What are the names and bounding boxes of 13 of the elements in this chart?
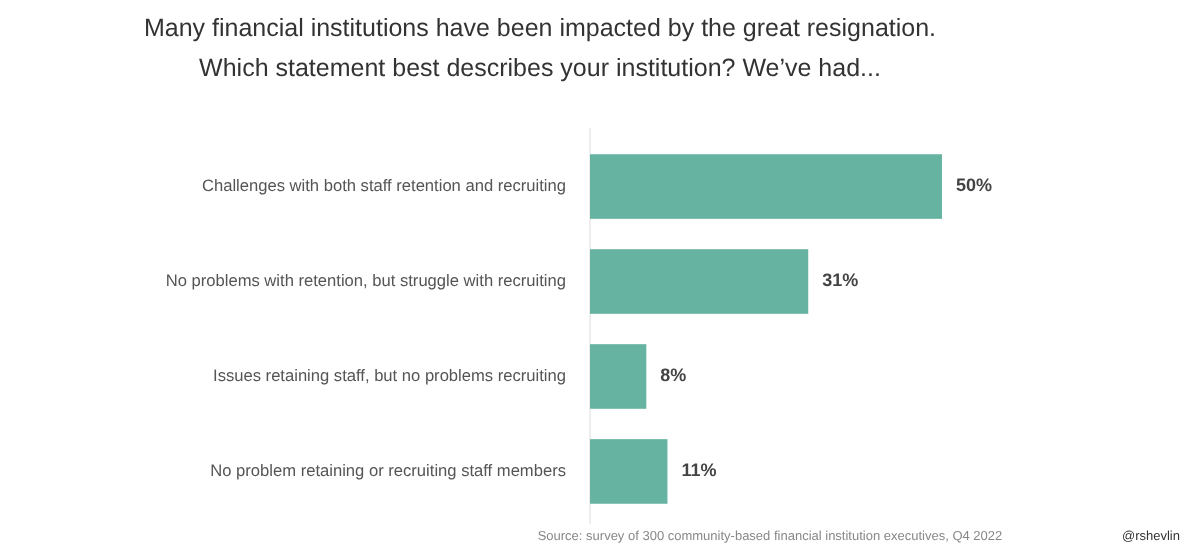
y-tick-label: No problems with retention, but struggle with recruiting	[165, 269, 567, 290]
data-label: 8%	[660, 365, 687, 386]
y-tick-label: Issues retaining staff, but no problems recruiting	[213, 364, 567, 385]
bar	[590, 154, 942, 219]
data-label: 50%	[956, 175, 993, 196]
bar	[590, 439, 668, 504]
bar	[590, 249, 809, 314]
y-tick-label: No problem retaining or recruiting staff members	[210, 459, 566, 480]
y-tick-label: Challenges with both staff retention and recruiting	[201, 174, 567, 195]
bar	[590, 344, 647, 409]
data-label: 11%	[681, 460, 717, 481]
chart-title: Many financial institutions have been impacted by the great resignation. Which statement best describes your institution? We’ve had...	[143, 14, 937, 82]
data-label: 31%	[822, 270, 859, 291]
